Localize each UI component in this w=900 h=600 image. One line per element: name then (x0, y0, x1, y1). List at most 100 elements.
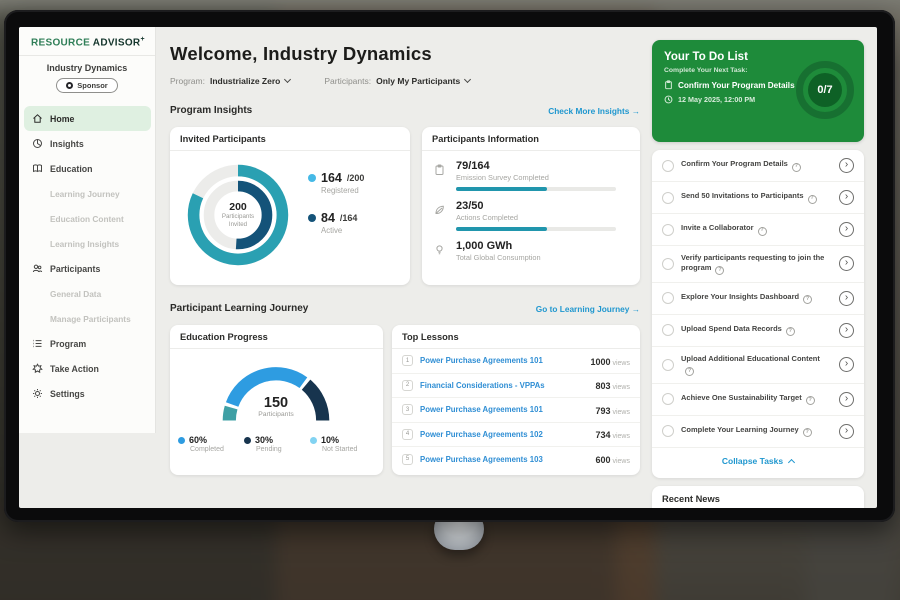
task-checkbox[interactable] (662, 257, 674, 270)
gauge-svg (222, 367, 330, 421)
sidebar-item-insights[interactable]: Insights (19, 131, 156, 156)
task-go-button[interactable] (839, 322, 854, 338)
lesson-link[interactable]: Power Purchase Agreements 102 (420, 429, 543, 439)
task-checkbox[interactable] (662, 292, 674, 305)
registered-value: 164 (321, 171, 342, 185)
participants-value: Only My Participants (376, 76, 461, 86)
task-checkbox[interactable] (662, 393, 674, 406)
task-go-button[interactable] (839, 357, 854, 373)
section-title: Participant Learning Journey (170, 303, 309, 314)
info-icon[interactable] (791, 162, 801, 172)
sidebar-item-home[interactable]: Home (24, 106, 151, 131)
program-insights-header: Program Insights Check More Insights (170, 105, 640, 116)
active-total: /164 (339, 213, 358, 223)
task-go-button[interactable] (839, 391, 854, 407)
stat-label: Total Global Consumption (456, 253, 541, 262)
info-icon[interactable] (785, 327, 795, 337)
collapse-label: Collapse Tasks (721, 455, 784, 466)
task-row[interactable]: Explore Your Insights Dashboard (652, 283, 864, 315)
task-go-button[interactable] (839, 423, 854, 439)
insights-icon (33, 139, 42, 148)
sidebar-item-education-content[interactable]: Education Content (19, 206, 156, 231)
task-go-button[interactable] (839, 256, 854, 272)
task-row[interactable]: Confirm Your Program Details (652, 150, 864, 182)
task-row[interactable]: Send 50 Invitations to Participants (652, 182, 864, 214)
lesson-link[interactable]: Power Purchase Agreements 103 (420, 454, 543, 464)
todo-task-list-card: Confirm Your Program Details Send 50 Inv… (652, 150, 864, 478)
task-row[interactable]: Invite a Collaborator (652, 214, 864, 246)
info-icon[interactable] (807, 194, 817, 204)
go-to-learning-journey-link[interactable]: Go to Learning Journey (536, 304, 640, 314)
task-go-button[interactable] (839, 190, 854, 205)
gear-icon (33, 389, 42, 398)
task-checkbox[interactable] (662, 425, 674, 438)
info-icon[interactable] (757, 226, 767, 236)
task-row[interactable]: Verify participants requesting to join t… (652, 246, 864, 283)
section-title: Program Insights (170, 105, 253, 116)
task-label: Verify participants requesting to join t… (681, 253, 825, 272)
sidebar-item-manage-participants[interactable]: Manage Participants (19, 306, 156, 331)
sponsor-badge[interactable]: Sponsor (56, 78, 118, 94)
dashboard-screen: RESOURCE ADVISOR+ Industry Dynamics Spon… (19, 27, 877, 508)
lesson-link[interactable]: Financial Considerations - VPPAs (420, 380, 545, 390)
card-title: Invited Participants (170, 127, 410, 151)
clipboard-icon (435, 164, 444, 175)
active-dot-icon (308, 214, 316, 222)
sidebar-item-general-data[interactable]: General Data (19, 281, 156, 306)
sidebar-item-education[interactable]: Education (19, 156, 156, 181)
sidebar-item-learning-journey[interactable]: Learning Journey (19, 181, 156, 206)
brand-logo[interactable]: RESOURCE ADVISOR+ (19, 27, 155, 57)
info-icon[interactable] (715, 265, 725, 275)
card-title: Education Progress (170, 325, 383, 349)
sidebar-item-participants[interactable]: Participants (19, 256, 156, 281)
info-icon[interactable] (803, 295, 813, 305)
task-go-button[interactable] (839, 222, 854, 237)
check-more-insights-link[interactable]: Check More Insights (548, 106, 640, 116)
lesson-views: 803 (595, 381, 611, 392)
invited-donut-chart: 200 Participants Invited (182, 159, 294, 271)
task-row[interactable]: Complete Your Learning Journey (652, 416, 864, 448)
bulb-icon (436, 245, 443, 255)
info-icon[interactable] (805, 396, 815, 406)
todo-due-time: 12 May 2025, 12:00 PM (664, 95, 852, 104)
info-icon[interactable] (802, 428, 812, 438)
task-checkbox[interactable] (662, 324, 674, 337)
card-title: Participants Information (422, 127, 640, 151)
task-checkbox[interactable] (662, 358, 674, 371)
participants-select[interactable]: Participants: Only My Participants (324, 75, 472, 86)
lesson-link[interactable]: Power Purchase Agreements 101 (420, 356, 543, 366)
sidebar-item-label: Program (50, 338, 87, 349)
sidebar-item-learning-insights[interactable]: Learning Insights (19, 231, 156, 256)
stat-value: 79/164 (456, 160, 490, 172)
task-row[interactable]: Upload Spend Data Records (652, 315, 864, 347)
sidebar-item-program[interactable]: Program (19, 331, 156, 356)
chevron-down-icon (284, 75, 292, 84)
sidebar-item-label: Learning Journey (50, 188, 120, 199)
registered-label: Registered (321, 186, 359, 195)
stat-label: Actions Completed (456, 213, 519, 222)
sidebar-item-take-action[interactable]: Take Action (19, 356, 156, 381)
collapse-tasks-link[interactable]: Collapse Tasks (652, 448, 864, 474)
task-checkbox[interactable] (662, 159, 674, 172)
task-row[interactable]: Achieve One Sustainability Target (652, 384, 864, 416)
task-go-button[interactable] (839, 158, 854, 173)
task-checkbox[interactable] (662, 191, 674, 204)
task-go-button[interactable] (839, 290, 854, 306)
task-checkbox[interactable] (662, 223, 674, 236)
sidebar-item-settings[interactable]: Settings (19, 381, 156, 406)
todo-next-task[interactable]: Confirm Your Program Details (664, 80, 852, 90)
active-value: 84 (321, 211, 335, 225)
sidebar-item-label: Learning Insights (50, 238, 120, 249)
program-select[interactable]: Program: Industrialize Zero (170, 75, 292, 86)
lesson-link[interactable]: Power Purchase Agreements 101 (420, 405, 543, 415)
task-row[interactable]: Upload Additional Educational Content (652, 347, 864, 384)
donut-svg (187, 164, 289, 266)
info-icon[interactable] (685, 366, 694, 376)
active-label: Active (321, 226, 343, 235)
chevron-down-icon (464, 75, 472, 84)
lesson-views: 734 (595, 430, 611, 441)
sidebar-item-label: Education (50, 163, 93, 174)
sidebar-item-label: Education Content (50, 213, 124, 224)
legend-pending: 30% Pending (244, 435, 309, 453)
